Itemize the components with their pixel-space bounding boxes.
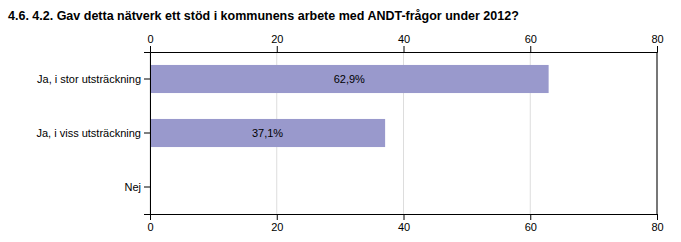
- y-axis: Ja, i stor utsträckning Ja, i viss utsträ…: [36, 53, 150, 215]
- data-labels: 62,9% 37,1%: [252, 73, 365, 139]
- tick: 80: [651, 214, 663, 233]
- tick: 20: [271, 33, 283, 52]
- tick-label: Ja, i viss utsträckning: [36, 127, 141, 139]
- tick: 0: [147, 33, 153, 52]
- tick-label: 20: [271, 33, 283, 45]
- tick-mark: [657, 46, 658, 52]
- tick: Ja, i stor utsträckning: [37, 73, 150, 85]
- tick-label: 80: [651, 221, 663, 233]
- axis-line: [144, 53, 151, 215]
- tick: 40: [398, 214, 410, 233]
- tick-mark: [150, 46, 151, 52]
- tick-label: 60: [525, 33, 537, 45]
- tick-mark: [144, 133, 150, 134]
- tick-label: 0: [147, 221, 153, 233]
- data-label: 37,1%: [252, 127, 283, 139]
- x-axis-top: 0 20 40 60 80: [147, 33, 663, 53]
- chart: 4.6. 4.2. Gav detta nätverk ett stöd i k…: [0, 0, 681, 242]
- data-label: 62,9%: [334, 73, 365, 85]
- plot: 0 20 40 60 80 0 20 40 60 80 Ja, i stor utsträcknin…: [36, 33, 663, 233]
- tick-label: 20: [271, 221, 283, 233]
- tick: Ja, i viss utsträckning: [36, 127, 150, 139]
- axis-line: [151, 215, 658, 221]
- axis-line: [151, 46, 658, 53]
- tick-mark: [530, 214, 531, 220]
- tick-mark: [404, 214, 405, 220]
- bars: [150, 65, 549, 147]
- tick-mark: [404, 46, 405, 52]
- tick-label: 40: [398, 33, 410, 45]
- tick-label: 60: [525, 221, 537, 233]
- tick: 40: [398, 33, 410, 52]
- tick: 0: [147, 214, 153, 233]
- tick: 80: [651, 33, 663, 52]
- tick-mark: [277, 214, 278, 220]
- tick-mark: [144, 79, 150, 80]
- tick-label: Ja, i stor utsträckning: [37, 73, 141, 85]
- bar: [150, 119, 385, 147]
- tick-mark: [530, 46, 531, 52]
- tick-label: 0: [147, 33, 153, 45]
- tick: 60: [525, 33, 537, 52]
- tick-mark: [277, 46, 278, 52]
- tick-label: Nej: [124, 181, 141, 193]
- tick-mark: [657, 214, 658, 220]
- grid-line: [657, 52, 658, 214]
- x-axis-bottom: 0 20 40 60 80: [147, 214, 663, 233]
- tick-label: 80: [651, 33, 663, 45]
- tick: Nej: [124, 181, 150, 193]
- tick: 60: [525, 214, 537, 233]
- bar: [150, 65, 549, 93]
- frame: [657, 52, 658, 214]
- tick-label: 40: [398, 221, 410, 233]
- tick: 20: [271, 214, 283, 233]
- tick-mark: [144, 187, 150, 188]
- grid: [150, 52, 657, 214]
- title: 4.6. 4.2. Gav detta nätverk ett stöd i k…: [8, 9, 519, 23]
